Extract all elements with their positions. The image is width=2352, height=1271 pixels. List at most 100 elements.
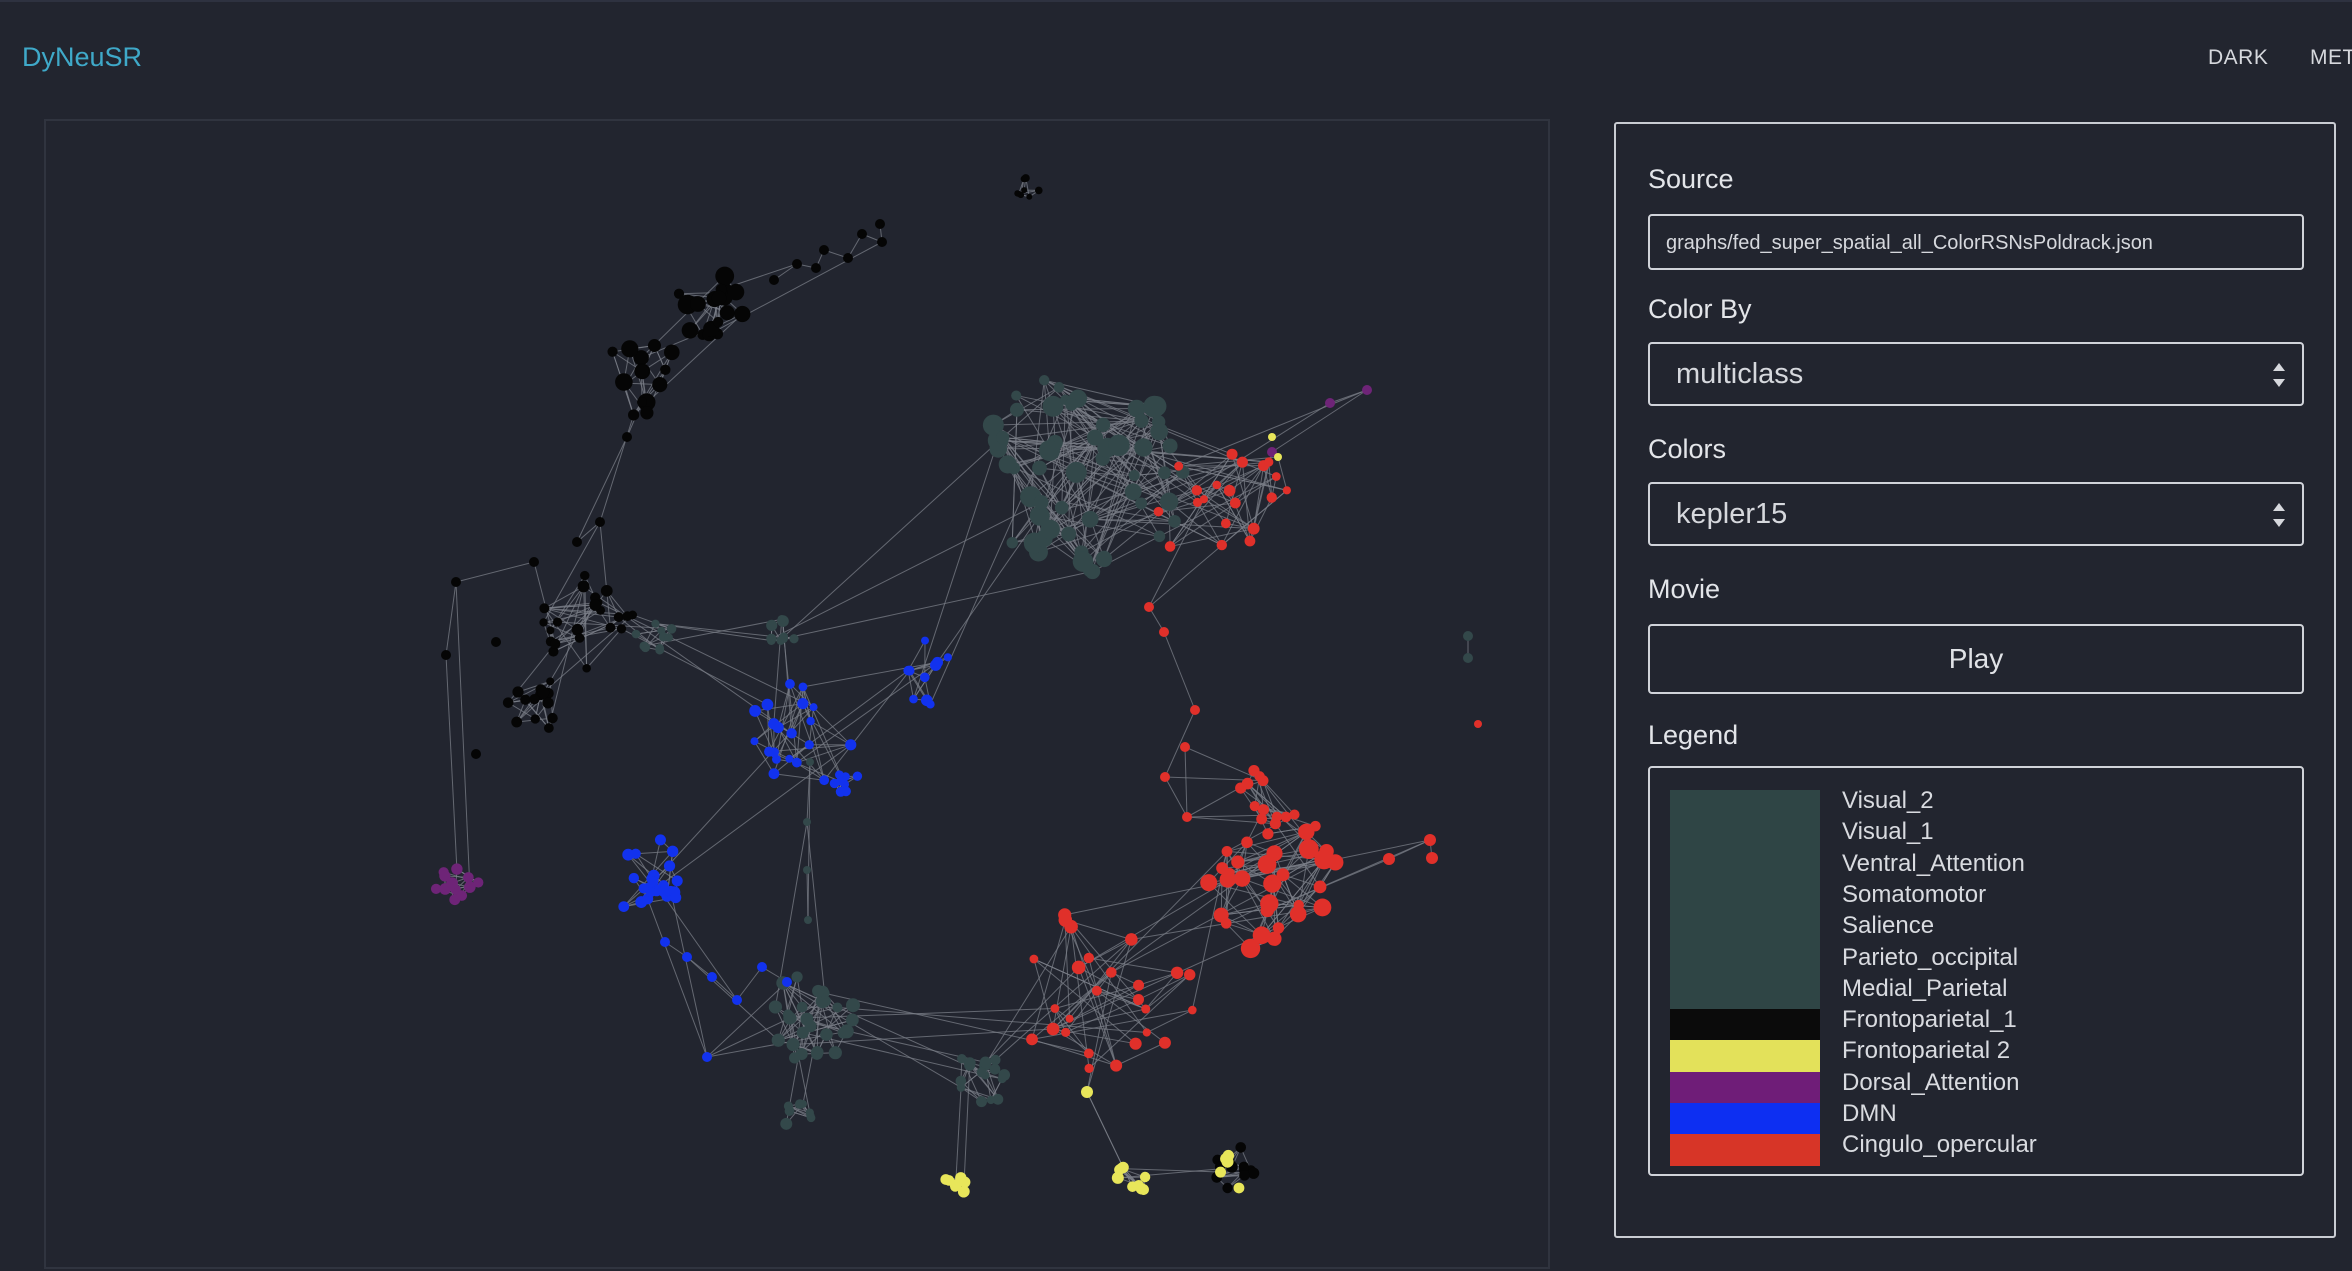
graph-node[interactable]	[473, 877, 483, 887]
graph-node[interactable]	[1235, 1142, 1246, 1153]
graph-node[interactable]	[1227, 449, 1238, 460]
nav-dark-toggle[interactable]: DARK	[2208, 46, 2268, 70]
graph-node[interactable]	[989, 1064, 1000, 1075]
graph-node[interactable]	[1224, 485, 1236, 497]
graph-node[interactable]	[546, 626, 554, 634]
graph-node[interactable]	[1084, 1064, 1093, 1073]
graph-node[interactable]	[720, 305, 735, 320]
graph-node[interactable]	[1039, 375, 1049, 385]
graph-node[interactable]	[1239, 1170, 1250, 1181]
graph-node[interactable]	[542, 697, 553, 708]
graph-node[interactable]	[664, 860, 675, 871]
graph-node[interactable]	[617, 624, 626, 633]
graph-node[interactable]	[920, 673, 930, 683]
graph-node[interactable]	[618, 901, 629, 912]
graph-node[interactable]	[1112, 1172, 1124, 1184]
graph-node[interactable]	[784, 1101, 793, 1110]
graph-node[interactable]	[1055, 501, 1069, 515]
graph-node[interactable]	[615, 373, 633, 391]
graph-node[interactable]	[909, 695, 918, 704]
graph-node[interactable]	[1092, 986, 1102, 996]
graph-node[interactable]	[1231, 855, 1244, 868]
graph-node[interactable]	[1081, 1086, 1093, 1098]
graph-node[interactable]	[987, 1096, 995, 1104]
graph-node[interactable]	[667, 624, 677, 634]
graph-node[interactable]	[707, 972, 717, 982]
graph-node[interactable]	[990, 1055, 1000, 1065]
graph-node[interactable]	[1011, 390, 1021, 400]
graph-node[interactable]	[1133, 994, 1144, 1005]
graph-node[interactable]	[712, 291, 727, 306]
graph-node[interactable]	[601, 585, 613, 597]
graph-node[interactable]	[632, 630, 641, 639]
graph-node[interactable]	[789, 634, 798, 643]
graph-node[interactable]	[1106, 967, 1117, 978]
graph-node[interactable]	[471, 749, 481, 759]
graph-node[interactable]	[553, 617, 562, 626]
graph-node[interactable]	[999, 455, 1017, 473]
graph-node[interactable]	[791, 971, 802, 982]
graph-node[interactable]	[529, 557, 539, 567]
graph-node[interactable]	[511, 717, 522, 728]
graph-node[interactable]	[1426, 852, 1438, 864]
graph-node[interactable]	[1222, 1183, 1232, 1193]
graph-node[interactable]	[1140, 1172, 1150, 1182]
graph-node[interactable]	[1221, 519, 1231, 529]
graph-node[interactable]	[1268, 433, 1276, 441]
graph-node[interactable]	[1010, 403, 1024, 417]
graph-node[interactable]	[1474, 720, 1482, 728]
graph-node[interactable]	[806, 717, 814, 725]
graph-node[interactable]	[1217, 540, 1227, 550]
graph-node[interactable]	[1267, 492, 1277, 502]
graph-node[interactable]	[1274, 453, 1282, 461]
graph-node[interactable]	[702, 1052, 712, 1062]
graph-node[interactable]	[783, 1009, 793, 1019]
graph-node[interactable]	[749, 705, 761, 717]
graph-node[interactable]	[1212, 481, 1221, 490]
graph-node[interactable]	[622, 611, 632, 621]
graph-node[interactable]	[819, 245, 829, 255]
graph-node[interactable]	[846, 1014, 859, 1027]
source-input[interactable]: graphs/fed_super_spatial_all_ColorRSNsPo…	[1648, 214, 2304, 270]
graph-node[interactable]	[614, 612, 624, 622]
graph-node[interactable]	[1174, 462, 1183, 471]
graph-node[interactable]	[1168, 515, 1181, 528]
graph-node[interactable]	[512, 686, 523, 697]
graph-node[interactable]	[1160, 772, 1170, 782]
graph-node[interactable]	[1084, 1048, 1094, 1058]
graph-node[interactable]	[820, 1028, 833, 1041]
graph-node[interactable]	[845, 739, 856, 750]
graph-node[interactable]	[664, 345, 680, 361]
graph-node[interactable]	[1257, 775, 1268, 786]
graph-node[interactable]	[772, 1034, 785, 1047]
graph-node[interactable]	[959, 1177, 970, 1188]
graph-node[interactable]	[539, 603, 549, 613]
graph-node[interactable]	[857, 229, 867, 239]
graph-node[interactable]	[1108, 434, 1130, 456]
graph-node[interactable]	[713, 317, 723, 327]
graph-node[interactable]	[1032, 461, 1047, 476]
graph-node[interactable]	[578, 580, 590, 592]
graph-node[interactable]	[1160, 493, 1178, 511]
graph-node[interactable]	[582, 664, 591, 673]
graph-node[interactable]	[1272, 812, 1282, 822]
graph-node[interactable]	[1264, 457, 1273, 466]
graph-node[interactable]	[640, 406, 653, 419]
graph-node[interactable]	[1222, 846, 1233, 857]
graph-node[interactable]	[690, 296, 706, 312]
graph-node[interactable]	[1298, 824, 1314, 840]
graph-node[interactable]	[811, 1046, 824, 1059]
graph-node[interactable]	[980, 1057, 992, 1069]
graph-node[interactable]	[1258, 855, 1277, 874]
graph-node[interactable]	[1110, 1060, 1122, 1072]
graph-node[interactable]	[921, 637, 929, 645]
graph-node[interactable]	[1272, 472, 1281, 481]
graph-node[interactable]	[1143, 396, 1165, 418]
graph-node[interactable]	[1260, 894, 1278, 912]
graph-node[interactable]	[1061, 1028, 1070, 1037]
graph-node[interactable]	[539, 618, 547, 626]
graph-node[interactable]	[805, 1020, 817, 1032]
graph-node[interactable]	[631, 849, 641, 859]
graph-node[interactable]	[1141, 1005, 1150, 1014]
graph-node[interactable]	[672, 875, 683, 886]
